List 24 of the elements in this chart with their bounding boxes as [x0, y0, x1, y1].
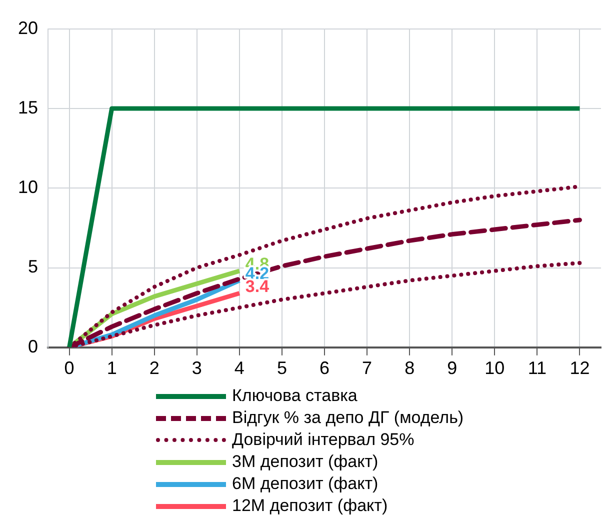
x-tick-label: 0 — [64, 358, 74, 378]
x-tick-label: 4 — [234, 358, 244, 378]
x-tick-label: 6 — [320, 358, 330, 378]
x-tick-label: 1 — [106, 358, 117, 378]
x-tick-label: 8 — [404, 358, 415, 378]
y-tick-label: 20 — [18, 18, 38, 38]
x-tick-label: 3 — [192, 358, 202, 378]
legend-label: Відгук % за депо ДГ (модель) — [232, 408, 464, 428]
legend-label: Довірчий інтервал 95% — [232, 430, 414, 450]
x-tick-label: 9 — [447, 358, 458, 378]
legend-label: 6M депозит (факт) — [232, 474, 378, 494]
x-tick-label: 12 — [570, 358, 590, 378]
y-tick-label: 15 — [18, 97, 38, 118]
y-tick-label: 10 — [18, 177, 38, 198]
legend-label: Ключова ставка — [232, 386, 358, 406]
legend-label: 12M депозит (факт) — [232, 496, 388, 516]
x-tick-label: 10 — [484, 358, 505, 378]
x-tick-label: 2 — [149, 358, 160, 378]
y-tick-label: 5 — [28, 256, 38, 277]
legend-label: 3M депозит (факт) — [232, 452, 378, 472]
x-tick-label: 7 — [362, 358, 372, 378]
x-tick-label: 11 — [528, 358, 547, 378]
y-tick-label: 0 — [28, 336, 38, 356]
x-tick-label: 5 — [276, 358, 287, 378]
